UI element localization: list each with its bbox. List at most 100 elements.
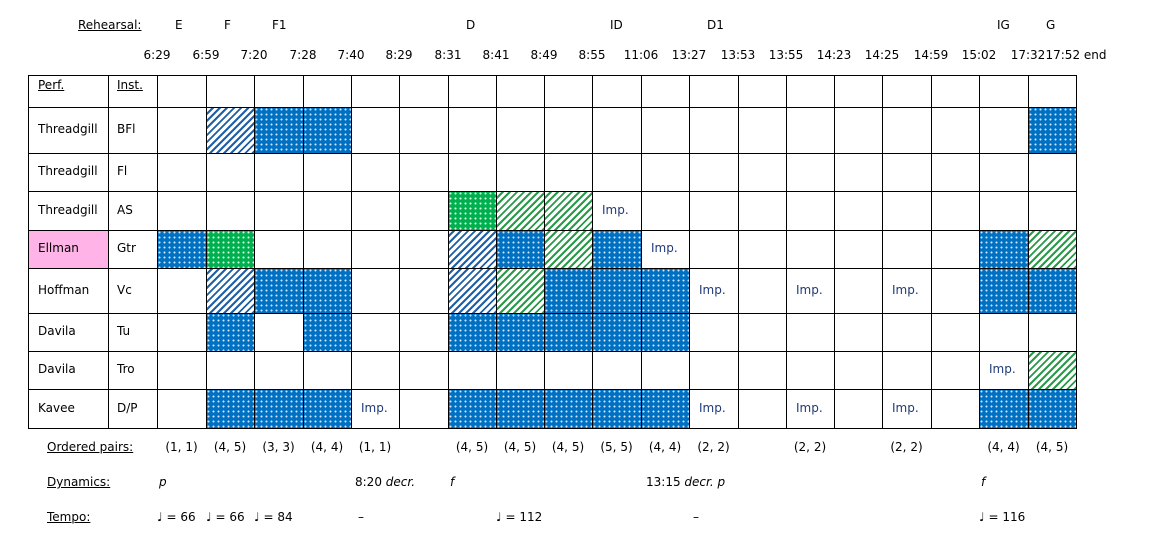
cell-green xyxy=(206,230,254,268)
cell-blue-hatch xyxy=(206,107,254,153)
rehearsal-mark: E xyxy=(175,18,183,32)
cell-green xyxy=(448,191,496,230)
ordered-pair: (4, 5) xyxy=(213,440,247,454)
grid-hline xyxy=(28,351,1077,352)
rehearsal-mark: G xyxy=(1046,18,1056,32)
grid-hline xyxy=(28,153,1077,154)
time-label: 15:02 xyxy=(961,48,997,62)
cell-green-hatch xyxy=(544,230,592,268)
cell-blue xyxy=(254,389,303,428)
cell-blue xyxy=(157,230,206,268)
grid-vline xyxy=(206,75,207,428)
cell-blue xyxy=(979,230,1028,268)
grid-vline xyxy=(641,75,642,428)
grid-hline xyxy=(28,191,1077,192)
imp-mark: Imp. xyxy=(796,400,823,415)
grid-vline xyxy=(979,75,980,428)
performer-highlight xyxy=(28,230,108,268)
ordered-pair: (4, 5) xyxy=(1035,440,1069,454)
performer-name: Kavee xyxy=(38,400,75,415)
dynamic-mark: f xyxy=(981,475,986,489)
cell-green-hatch xyxy=(1028,230,1076,268)
cell-blue xyxy=(592,268,641,313)
cell-blue xyxy=(1028,268,1076,313)
cell-blue xyxy=(206,389,254,428)
grid-vline xyxy=(303,75,304,428)
cell-blue-hatch xyxy=(448,230,496,268)
imp-mark: Imp. xyxy=(892,282,919,297)
grid-hline xyxy=(28,389,1077,390)
cell-blue-hatch xyxy=(448,268,496,313)
grid-vline xyxy=(1076,75,1077,428)
time-label: 14:25 xyxy=(864,48,900,62)
grid-vline xyxy=(157,75,158,428)
dynamic-mark: 13:15 decr. p xyxy=(646,475,726,489)
tempo-mark: ♩ = 116 xyxy=(979,510,1026,524)
grid-vline xyxy=(882,75,883,428)
tempo-mark: ♩ = 66 xyxy=(206,510,245,524)
instrument-name: Tro xyxy=(117,362,135,376)
tempo-mark: ♩ = 66 xyxy=(157,510,196,524)
ordered-pair: (4, 4) xyxy=(648,440,682,454)
cell-blue xyxy=(496,389,544,428)
instrument-name: Vc xyxy=(117,282,132,297)
imp-mark: Imp. xyxy=(699,400,726,415)
time-label: 8:31 xyxy=(434,48,462,62)
dynamic-italic: decr. xyxy=(385,475,416,489)
time-label: 13:53 xyxy=(720,48,756,62)
grid-vline xyxy=(448,75,449,428)
cell-blue xyxy=(206,313,254,351)
time-label: 6:59 xyxy=(192,48,220,62)
cell-blue xyxy=(641,268,689,313)
time-label: 7:40 xyxy=(337,48,365,62)
cell-blue xyxy=(1028,389,1076,428)
cell-green-hatch xyxy=(1028,351,1076,389)
instrument-name: BFl xyxy=(117,122,136,136)
cell-blue xyxy=(496,230,544,268)
grid-vline xyxy=(931,75,932,428)
rehearsal-mark: F1 xyxy=(272,18,287,32)
rehearsal-mark: D1 xyxy=(707,18,724,32)
cell-blue xyxy=(592,313,641,351)
tempo-mark: – xyxy=(358,510,364,524)
performer-name: Hoffman xyxy=(38,282,90,297)
rehearsal-mark: IG xyxy=(997,18,1010,32)
time-label: 8:29 xyxy=(385,48,413,62)
tempo-mark: – xyxy=(693,510,699,524)
ordered-pair: (5, 5) xyxy=(600,440,633,454)
imp-mark: Imp. xyxy=(796,282,823,297)
grid-vline xyxy=(786,75,787,428)
rehearsal-mark: F xyxy=(224,18,231,32)
time-label: 13:55 xyxy=(768,48,804,62)
tempo-mark: ♩ = 84 xyxy=(254,510,293,524)
imp-mark: Imp. xyxy=(989,362,1016,376)
dynamic-mark: p xyxy=(159,475,167,489)
grid-vline xyxy=(351,75,352,428)
performer-name: Threadgill xyxy=(38,202,98,217)
cell-blue xyxy=(448,389,496,428)
time-label: 8:49 xyxy=(530,48,558,62)
ordered-pair: (4, 5) xyxy=(455,440,489,454)
grid-vline xyxy=(399,75,400,428)
time-label: 11:06 xyxy=(623,48,659,62)
performer-name: Davila xyxy=(38,324,76,338)
cell-blue xyxy=(544,268,592,313)
ordered-pairs-label: Ordered pairs: xyxy=(47,440,134,454)
dynamic-mark: f xyxy=(450,475,455,489)
rehearsal-mark: D xyxy=(466,18,476,32)
time-label: 17:32 xyxy=(1010,48,1046,62)
time-label: 13:27 xyxy=(671,48,707,62)
ordered-pair: (4, 4) xyxy=(987,440,1020,454)
grid-hline xyxy=(28,428,1077,429)
grid-vline xyxy=(689,75,690,428)
dynamic-italic: decr. p xyxy=(684,475,726,489)
grid-vline xyxy=(738,75,739,428)
ordered-pair: (4, 5) xyxy=(551,440,585,454)
grid-vline xyxy=(108,75,109,428)
rehearsal-label: Rehearsal: xyxy=(78,18,142,32)
cell-blue xyxy=(979,268,1028,313)
ordered-pair: (1, 1) xyxy=(358,440,392,454)
grid-hline xyxy=(28,75,1077,76)
cell-blue xyxy=(448,313,496,351)
